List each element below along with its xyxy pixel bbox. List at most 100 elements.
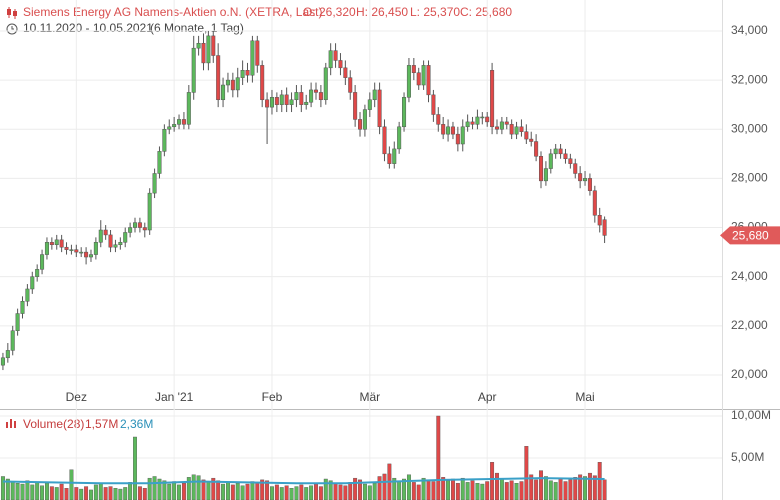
volume-bar [299,484,304,500]
candle-body [88,254,93,258]
volume-bar [587,472,592,500]
volume-bar [157,478,162,500]
volume-bar [20,483,25,500]
volume-bar [147,477,152,500]
candle-body [568,158,573,164]
volume-bar [196,475,201,500]
candle-body [152,173,157,194]
chart-title: Siemens Energy AG Namens-Aktien o.N. (XE… [23,5,322,19]
volume-label: Volume(28) [23,417,84,431]
candle-body [118,242,123,245]
volume-bar [186,477,191,500]
volume-tick-label: 10,00M [731,408,771,422]
candle-body [10,330,15,351]
candle-body [480,116,485,119]
volume-bar [421,477,426,500]
candle-body [323,67,328,101]
quote-close: C: 25,680 [460,5,512,19]
volume-bar [44,483,49,500]
volume-bar [568,479,573,500]
volume-bar [64,488,69,500]
candle-body [504,121,509,125]
candle-body [416,72,421,86]
candle-body [304,101,309,105]
volume-bar [284,485,289,500]
candle-body [35,269,40,277]
candle-body [529,138,534,142]
volume-bar [362,483,367,500]
volume-bar [191,474,196,500]
volume-bar [382,473,387,500]
volume-bar [54,487,59,500]
candle-body [265,99,270,108]
candle-body [450,126,455,135]
volume-bar [230,484,235,500]
volume-bar [133,436,137,500]
last-price-tag [720,226,780,245]
volume-bar [548,480,553,500]
candle-body [284,94,289,105]
candle-body [216,55,221,101]
candle-body [167,126,172,130]
candle-body [402,97,407,128]
volume-legend-icon [6,419,16,428]
volume-bar [221,483,226,500]
candle-body [84,251,89,258]
candle-body [534,141,539,157]
volume-ma-label: 2,36M [120,417,153,431]
candle-body [490,70,495,128]
candle-body [113,244,118,248]
date-range: 10.11.2020 - 10.05.2021 [23,21,153,35]
volume-bar [279,487,284,500]
candle-body [299,92,304,105]
volume-bar [245,483,250,500]
volume-bar [108,486,113,500]
candle-body [255,40,260,66]
candle-body [142,227,147,231]
volume-bar [294,486,299,500]
volume-bar [59,483,64,500]
volume-bar [206,481,211,500]
candle-body [289,99,294,105]
candle-body [225,79,230,86]
volume-bar [431,481,436,500]
candle-body [470,121,475,125]
volume-bar [333,483,338,500]
x-tick-label: Jan '21 [155,390,194,404]
candle-body [123,232,128,243]
volume-bar [5,478,10,500]
candle-body [494,126,499,130]
last-price-label: 25,680 [732,229,769,243]
candle-body [426,65,431,96]
candle-body [108,234,113,248]
volume-bar [495,472,499,500]
volume-bar [49,486,54,500]
volume-bar [504,482,509,500]
volume-bar [10,481,15,500]
candle-body [64,246,69,250]
volume-bar [553,482,558,500]
candle-body [583,178,588,182]
candle-body [260,65,265,101]
quote-low: L: 25,370 [410,5,460,19]
period: (6 Monate, 1 Tag) [150,21,244,35]
volume-bar [353,477,358,500]
candle-body [230,79,235,91]
candle-body [411,65,416,73]
candle-body [514,126,519,135]
candle-body [573,163,578,174]
volume-bar [93,484,98,500]
candle-body [441,124,446,135]
volume-bar [314,483,318,500]
candle-body [172,124,177,128]
volume-bar [392,477,397,500]
candle-body [558,148,563,155]
candle-body [250,40,255,76]
candle-body [69,249,74,251]
clock-icon [6,23,18,35]
x-tick-label: Mär [359,390,380,404]
candle-body [563,153,568,159]
volume-bar [499,478,504,500]
candle-body [313,89,319,93]
